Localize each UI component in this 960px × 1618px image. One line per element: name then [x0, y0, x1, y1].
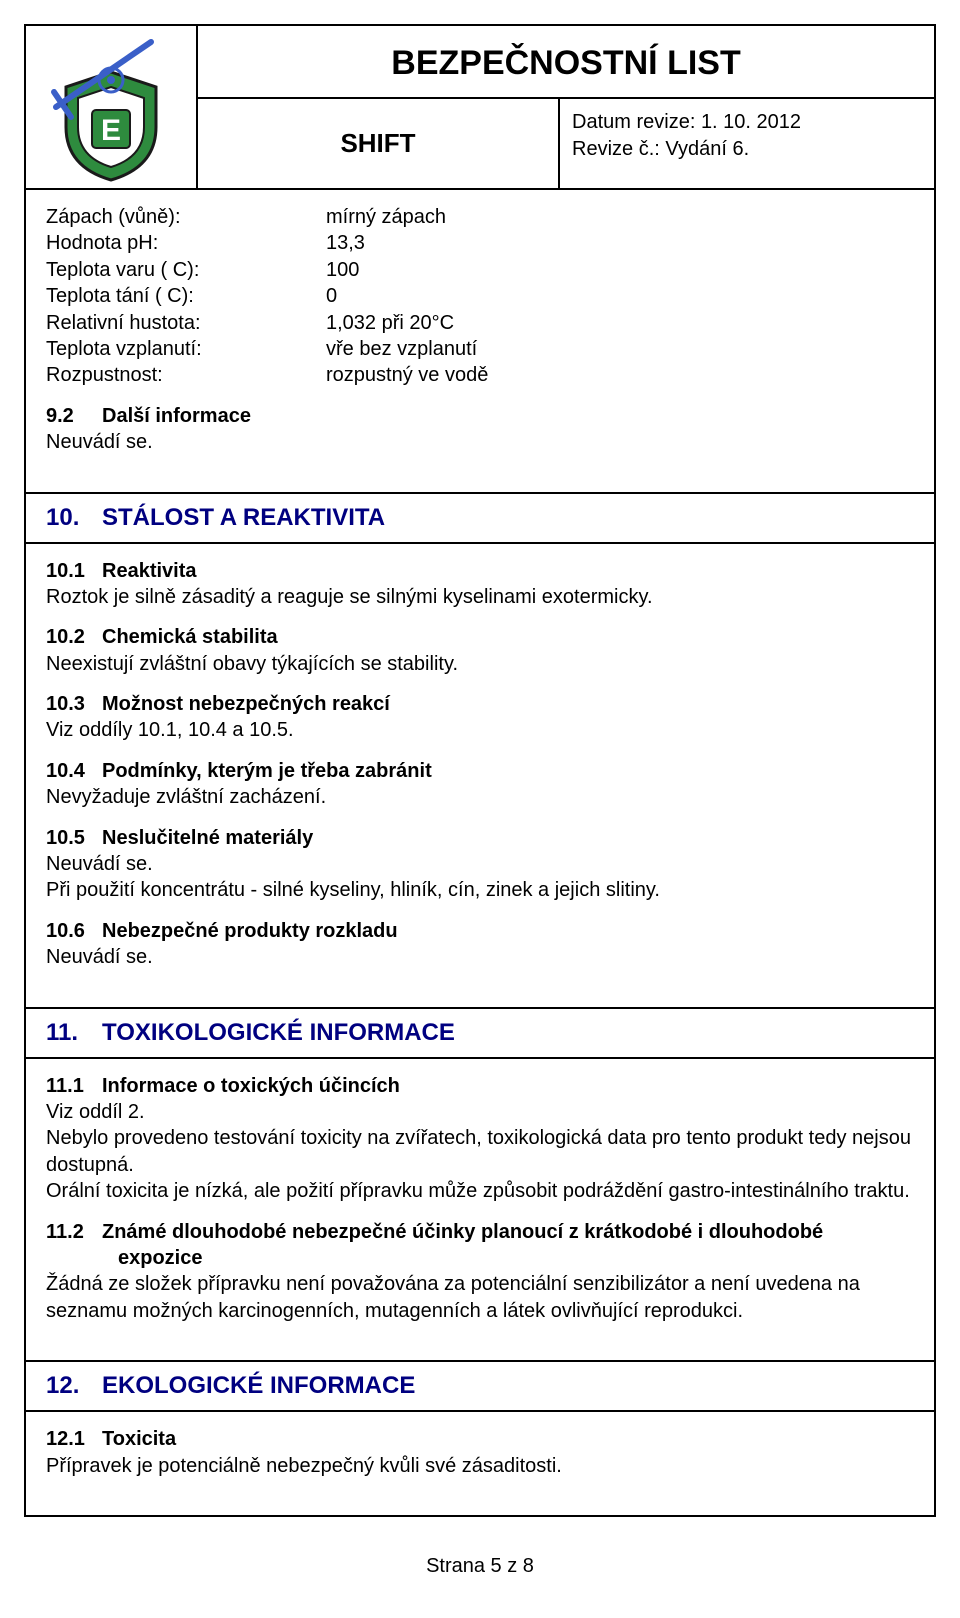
sub-body: Nebylo provedeno testování toxicity na z…: [46, 1125, 914, 1178]
kv-row: Hodnota pH:13,3: [46, 230, 914, 256]
sub-num: 10.2: [46, 624, 102, 650]
header-sub-row: SHIFT Datum revize: 1. 10. 2012 Revize č…: [198, 99, 934, 188]
header-right: BEZPEČNOSTNÍ LIST SHIFT Datum revize: 1.…: [198, 26, 934, 188]
sub-num: 10.3: [46, 691, 102, 717]
sub-label: Informace o toxických účincích: [102, 1075, 400, 1097]
sub-num: 12.1: [46, 1426, 102, 1452]
physchem-block: Zápach (vůně):mírný zápach Hodnota pH:13…: [26, 190, 934, 492]
revision-cell: Datum revize: 1. 10. 2012 Revize č.: Vyd…: [560, 99, 934, 188]
section-11-body: 11.1Informace o toxických účincích Viz o…: [26, 1059, 934, 1361]
kv-key: Teplota varu ( C):: [46, 257, 326, 283]
section-12-title: 12.EKOLOGICKÉ INFORMACE: [26, 1362, 934, 1410]
sub-11-1: 11.1Informace o toxických účincích Viz o…: [46, 1073, 914, 1205]
kv-val: rozpustný ve vodě: [326, 362, 914, 388]
shield-sword-logo-icon: E: [36, 32, 186, 182]
revision-date-line: Datum revize: 1. 10. 2012: [572, 109, 922, 136]
sub-num: 9.2: [46, 403, 102, 429]
sub-num: 11.1: [46, 1073, 102, 1099]
sub-label: Toxicita: [102, 1428, 176, 1450]
sub-num: 11.2: [46, 1219, 102, 1245]
sub-body: Roztok je silně zásaditý a reaguje se si…: [46, 584, 914, 610]
sub-num: 10.6: [46, 918, 102, 944]
sub-label: Možnost nebezpečných reakcí: [102, 693, 390, 715]
sub-num: 10.5: [46, 825, 102, 851]
doc-title: BEZPEČNOSTNÍ LIST: [198, 26, 934, 99]
sub-label: Známé dlouhodobé nebezpečné účinky plano…: [102, 1221, 823, 1243]
sub-12-1: 12.1Toxicita Přípravek je potenciálně ne…: [46, 1426, 914, 1479]
sub-10-3: 10.3Možnost nebezpečných reakcí Viz oddí…: [46, 691, 914, 744]
kv-row: Teplota varu ( C):100: [46, 257, 914, 283]
sub-body: Přípravek je potenciálně nebezpečný kvůl…: [46, 1453, 914, 1479]
kv-row: Teplota vzplanutí:vře bez vzplanutí: [46, 336, 914, 362]
section-num: 11.: [46, 1019, 102, 1047]
sub-body: Neuvádí se.: [46, 944, 914, 970]
sub-body: Neuvádí se.: [46, 851, 914, 877]
revision-no-value: Vydání 6.: [665, 138, 749, 160]
kv-key: Rozpustnost:: [46, 362, 326, 388]
kv-row: Relativní hustota:1,032 při 20°C: [46, 310, 914, 336]
sub-9-2-head: 9.2Další informace: [46, 403, 914, 429]
section-10-title: 10.STÁLOST A REAKTIVITA: [26, 494, 934, 542]
kv-row: Rozpustnost:rozpustný ve vodě: [46, 362, 914, 388]
section-num: 12.: [46, 1372, 102, 1400]
sub-label: Neslučitelné materiály: [102, 827, 313, 849]
section-12-body: 12.1Toxicita Přípravek je potenciálně ne…: [26, 1412, 934, 1515]
sub-body: Viz oddíl 2.: [46, 1099, 914, 1125]
section-num: 10.: [46, 504, 102, 532]
section-10-body: 10.1Reaktivita Roztok je silně zásaditý …: [26, 544, 934, 1007]
sub-label-cont: expozice: [46, 1245, 914, 1271]
header: E BEZPEČNOSTNÍ LIST SHIFT Datum revize:: [26, 26, 934, 190]
revision-date-label: Datum revize:: [572, 111, 695, 133]
svg-text:E: E: [101, 114, 121, 147]
logo-cell: E: [26, 26, 198, 188]
revision-no-line: Revize č.: Vydání 6.: [572, 136, 922, 163]
product-name: SHIFT: [198, 99, 560, 188]
sub-label: Reaktivita: [102, 560, 197, 582]
sub-body: Orální toxicita je nízká, ale požití pří…: [46, 1178, 914, 1204]
kv-key: Teplota tání ( C):: [46, 283, 326, 309]
sub-body: Při použití koncentrátu - silné kyseliny…: [46, 877, 914, 903]
sub-label: Další informace: [102, 405, 251, 427]
kv-val: mírný zápach: [326, 204, 914, 230]
sub-num: 10.4: [46, 758, 102, 784]
revision-no-label: Revize č.:: [572, 138, 660, 160]
sub-body: Nevyžaduje zvláštní zacházení.: [46, 784, 914, 810]
kv-key: Teplota vzplanutí:: [46, 336, 326, 362]
kv-key: Zápach (vůně):: [46, 204, 326, 230]
kv-val: 100: [326, 257, 914, 283]
kv-key: Relativní hustota:: [46, 310, 326, 336]
kv-key: Hodnota pH:: [46, 230, 326, 256]
sub-label: Podmínky, kterým je třeba zabránit: [102, 760, 432, 782]
sub-label: Chemická stabilita: [102, 626, 278, 648]
kv-val: vře bez vzplanutí: [326, 336, 914, 362]
section-11-title: 11.TOXIKOLOGICKÉ INFORMACE: [26, 1009, 934, 1057]
kv-val: 0: [326, 283, 914, 309]
section-label: TOXIKOLOGICKÉ INFORMACE: [102, 1019, 455, 1046]
kv-val: 1,032 při 20°C: [326, 310, 914, 336]
sub-10-5: 10.5Neslučitelné materiály Neuvádí se. P…: [46, 825, 914, 904]
sub-label: Nebezpečné produkty rozkladu: [102, 920, 398, 942]
kv-val: 13,3: [326, 230, 914, 256]
section-label: EKOLOGICKÉ INFORMACE: [102, 1372, 415, 1399]
sub-9-2-body: Neuvádí se.: [46, 429, 914, 455]
page-footer: Strana 5 z 8: [24, 1555, 936, 1578]
sub-body: Viz oddíly 10.1, 10.4 a 10.5.: [46, 717, 914, 743]
sub-10-4: 10.4Podmínky, kterým je třeba zabránit N…: [46, 758, 914, 811]
revision-date-value: 1. 10. 2012: [701, 111, 801, 133]
kv-row: Zápach (vůně):mírný zápach: [46, 204, 914, 230]
sub-10-1: 10.1Reaktivita Roztok je silně zásaditý …: [46, 558, 914, 611]
sub-body: Neexistují zvláštní obavy týkajících se …: [46, 651, 914, 677]
sub-num: 10.1: [46, 558, 102, 584]
sub-10-6: 10.6Nebezpečné produkty rozkladu Neuvádí…: [46, 918, 914, 971]
sub-11-2: 11.2Známé dlouhodobé nebezpečné účinky p…: [46, 1219, 914, 1325]
sub-body: Žádná ze složek přípravku není považován…: [46, 1271, 914, 1324]
sub-10-2: 10.2Chemická stabilita Neexistují zvlášt…: [46, 624, 914, 677]
document-frame: E BEZPEČNOSTNÍ LIST SHIFT Datum revize:: [24, 24, 936, 1517]
kv-row: Teplota tání ( C):0: [46, 283, 914, 309]
spacer: [46, 389, 914, 403]
section-label: STÁLOST A REAKTIVITA: [102, 504, 385, 531]
